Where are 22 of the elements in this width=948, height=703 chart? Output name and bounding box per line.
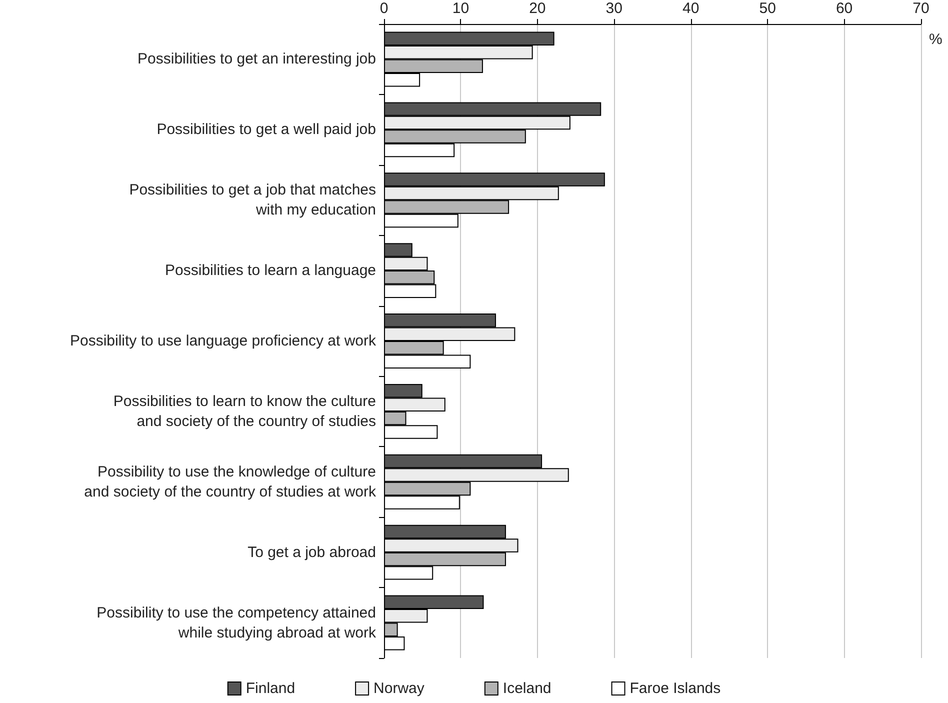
legend-label: Faroe Islands xyxy=(630,680,721,697)
x-tick-label: 0 xyxy=(380,0,388,17)
x-tick-label: 70 xyxy=(912,0,930,17)
legend-label: Norway xyxy=(374,680,425,697)
y-tick-label: Possibilities to learn to know the culture and society of the country of studies xyxy=(113,392,376,430)
x-tick-label: 60 xyxy=(836,0,853,17)
y-tick-label: Possibilities to get an interesting job xyxy=(138,50,376,68)
x-tick-label: 40 xyxy=(682,0,700,17)
x-tick-label: 10 xyxy=(452,0,470,17)
y-tick-label: Possibility to use language proficiency at work xyxy=(70,332,376,350)
y-tick-label: Possibilities to get a well paid job xyxy=(156,121,376,138)
x-tick-label: 50 xyxy=(759,0,776,17)
y-tick-label: Possibility to use the competency attained while studying abroad at work xyxy=(96,604,376,642)
y-tick-label: To get a job abroad xyxy=(248,544,376,561)
x-tick-label: 30 xyxy=(606,0,622,17)
x-axis-title: % xyxy=(929,31,942,48)
y-tick-label: Possibilities to learn a language xyxy=(165,262,376,280)
y-tick-label: Possibility to use the knowledge of culture and society of the country of studies at work xyxy=(84,463,376,500)
x-tick-label: 20 xyxy=(529,0,546,17)
legend-label: Iceland xyxy=(502,680,552,697)
legend-label: Finland xyxy=(246,680,296,697)
y-tick-label: Possibilities to get a job that matches with my education xyxy=(129,182,376,219)
